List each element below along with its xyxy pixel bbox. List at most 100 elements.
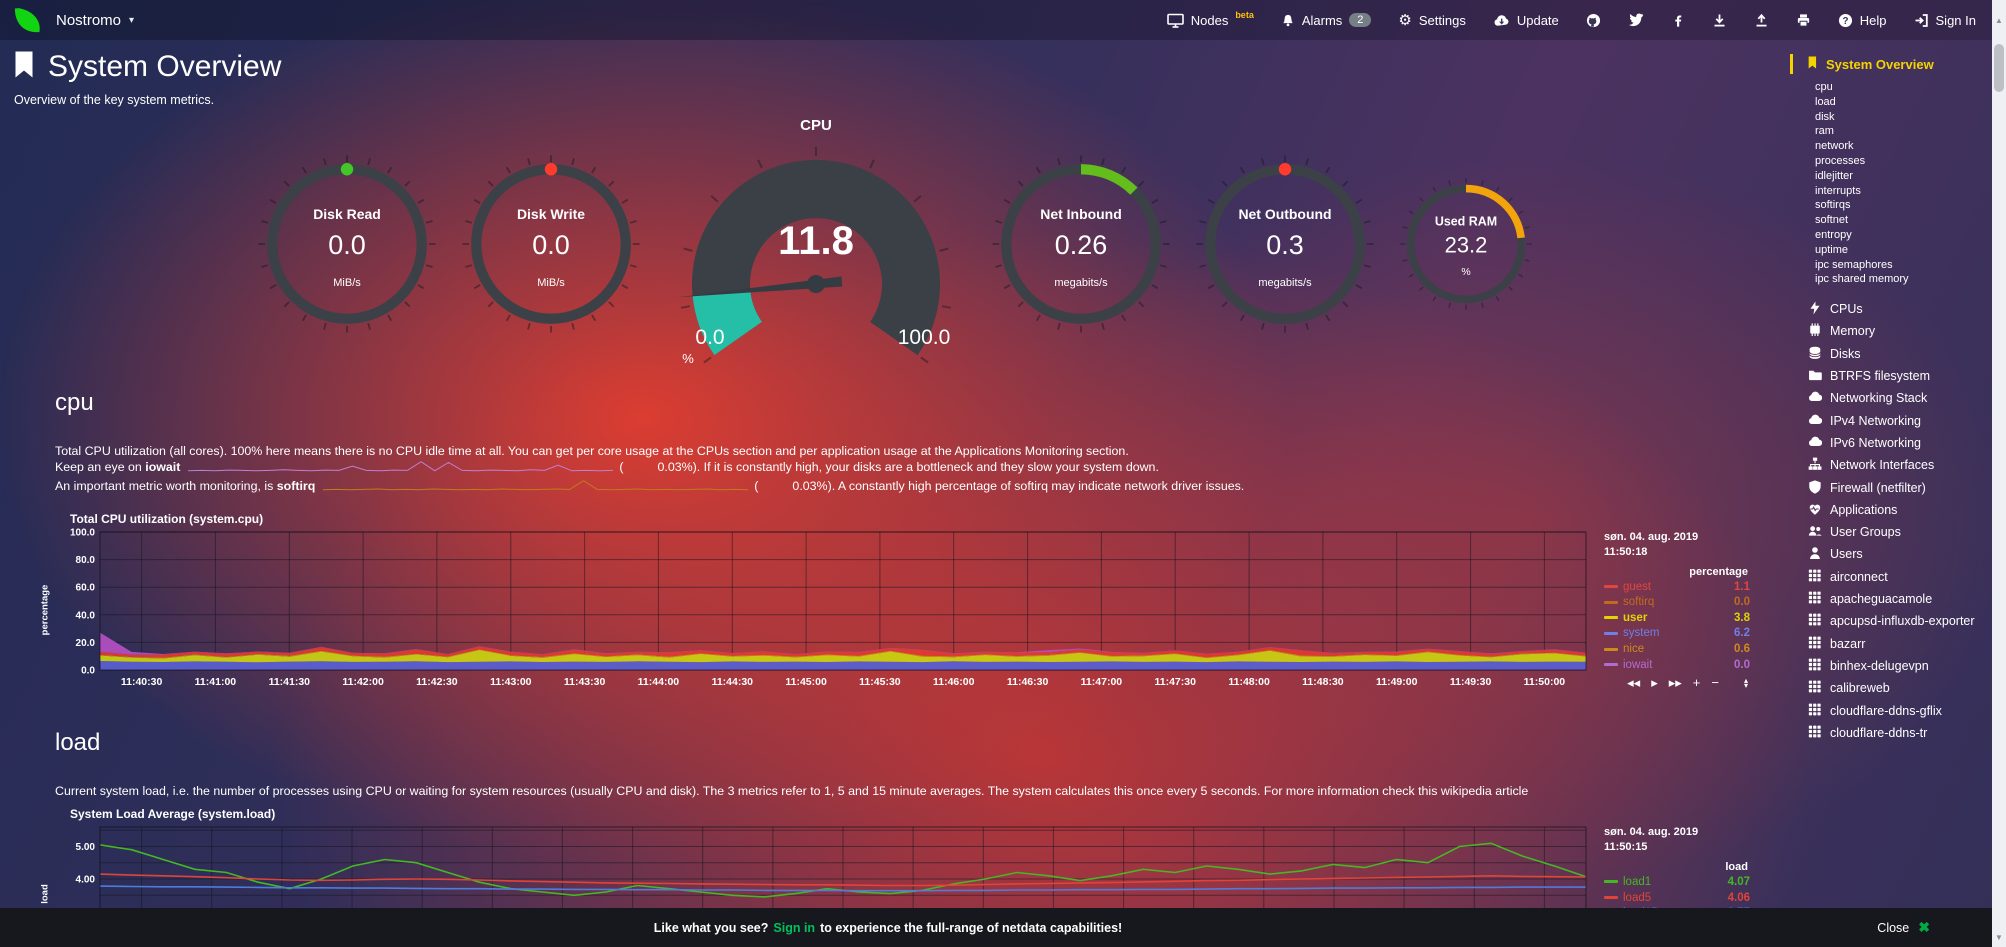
sidebar-item-cloudflare-ddns-tr[interactable]: cloudflare-ddns-tr [1790,723,1988,745]
update-button[interactable]: Update [1493,13,1559,28]
series-color-dash [1604,600,1618,604]
sidebar-subitem-disk[interactable]: disk [1815,110,1835,123]
svg-text:80.0: 80.0 [76,555,96,566]
sidebar-item-airconnect[interactable]: airconnect [1790,567,1988,589]
legend-series-user[interactable]: user 3.8 [1604,610,1750,626]
sidebar-item-apcupsd-influxdb-exporter[interactable]: apcupsd-influxdb-exporter [1790,611,1988,633]
legend-series-guest[interactable]: guest 1.1 [1604,579,1750,595]
alarms-button[interactable]: Alarms 2 [1281,13,1372,28]
twitter-button[interactable] [1628,13,1644,27]
github-icon [1586,13,1601,28]
sidebar-item-btrfs-filesystem[interactable]: BTRFS filesystem [1790,366,1988,388]
github-button[interactable] [1586,13,1601,28]
cpu-utilization-chart[interactable]: 0.0 20.0 40.0 60.0 80.0 100.0 11:40:30 11:41:00… [54,527,1594,693]
sidebar-item-applications[interactable]: Applications [1790,500,1988,522]
gauge-used-ram[interactable]: Used RAM 23.2 % [1400,178,1532,310]
sidebar-subitem-uptime[interactable]: uptime [1815,243,1849,256]
gauge-cpu[interactable]: CPU 11.8 0.0 100.0 % [666,117,966,371]
sidebar-item-binhex-delugevpn[interactable]: binhex-delugevpn [1790,656,1988,678]
sidebar-subitem-idlejitter[interactable]: idlejitter [1815,169,1853,182]
legend-series-softirq[interactable]: softirq 0.0 [1604,594,1750,610]
gauge-disk-write[interactable]: Disk Write 0.0 MiB/s [462,155,640,333]
sidebar-item-calibreweb[interactable]: calibreweb [1790,678,1988,700]
legend-series-iowait[interactable]: iowait 0.0 [1604,657,1750,673]
gauge-disk-read[interactable]: Disk Read 0.0 MiB/s [258,155,436,333]
legend-series-load5[interactable]: load5 4.06 [1604,890,1750,906]
cpu-description-line3: An important metric worth monitoring, is… [55,478,1790,496]
top-navbar: Nostromo ▾ Nodes beta Alarms 2 ⚙ Settings… [0,0,1992,40]
svg-text:11:48:00: 11:48:00 [1228,676,1270,688]
sidebar-subitem-ipc-semaphores[interactable]: ipc semaphores [1815,258,1893,271]
legend-unit: load [1725,861,1748,874]
sidebar-item-cpus[interactable]: CPUs [1790,299,1988,321]
legend-series-nice[interactable]: nice 0.6 [1604,641,1750,657]
cpu-section: cpu Total CPU utilization (all cores). 1… [0,389,1790,693]
sidebar-item-memory[interactable]: Memory [1790,321,1988,343]
banner-signin-link[interactable]: Sign in [773,920,816,935]
sidebar-subitem-ipc-shared-memory[interactable]: ipc shared memory [1815,273,1909,286]
legend-time: 11:50:15 [1604,841,1648,854]
sidebar-subitem-load[interactable]: load [1815,95,1836,108]
sidebar-subitem-softnet[interactable]: softnet [1815,214,1849,227]
upload-icon [1754,13,1769,28]
netdata-logo[interactable] [12,5,44,36]
svg-text:MiB/s: MiB/s [537,277,565,289]
sidebar-item-firewall-netfilter[interactable]: Firewall (netfilter) [1790,478,1988,500]
cloud-icon [1808,390,1823,410]
sidebar-subitem-cpu[interactable]: cpu [1815,81,1833,93]
legend-series-system[interactable]: system 6.2 [1604,626,1750,642]
scroll-up-arrow[interactable]: ▲ [1995,16,2003,25]
import-button[interactable] [1754,13,1769,28]
sidebar-item-cloudflare-ddns-gflix[interactable]: cloudflare-ddns-gflix [1790,701,1988,723]
pan-backward-button[interactable]: ◂◂ [1627,674,1641,690]
zoom-out-button[interactable]: − [1711,675,1719,691]
sidebar-item-users[interactable]: Users [1790,544,1988,566]
pan-forward-button[interactable]: ▸▸ [1668,674,1682,690]
svg-text:11:49:30: 11:49:30 [1450,676,1492,688]
scroll-down-arrow[interactable]: ▼ [1995,933,2003,942]
series-color-dash [1604,880,1618,884]
nodes-button[interactable]: Nodes beta [1166,10,1254,28]
sidebar-item-ipv4-networking[interactable]: IPv4 Networking [1790,411,1988,433]
sidebar-item-bazarr[interactable]: bazarr [1790,634,1988,656]
sidebar-item-user-groups[interactable]: User Groups [1790,522,1988,544]
svg-text:11:45:00: 11:45:00 [785,676,827,688]
gauge-net-inbound[interactable]: Net Inbound 0.26 megabits/s [992,155,1170,333]
page-subtitle: Overview of the key system metrics. [14,93,215,107]
zoom-in-button[interactable]: + [1692,675,1701,691]
svg-text:11:42:30: 11:42:30 [416,676,458,688]
sidebar-subitem-processes[interactable]: processes [1815,154,1866,167]
help-button[interactable]: ? Help [1838,13,1887,28]
sidebar-item-system-overview[interactable]: System Overview [1790,54,1988,74]
gauge-net-outbound[interactable]: Net Outbound 0.3 megabits/s [1196,155,1374,333]
settings-button[interactable]: ⚙ Settings [1398,11,1466,29]
sidebar-subitem-entropy[interactable]: entropy [1815,228,1852,241]
print-button[interactable] [1796,13,1811,28]
memory-icon [1808,323,1823,343]
sitemap-icon [1808,457,1823,477]
sidebar-subitem-ram[interactable]: ram [1815,125,1834,138]
sidebar-item-disks[interactable]: Disks [1790,344,1988,366]
cpu-chart-title: Total CPU utilization (system.cpu) [70,511,264,526]
facebook-button[interactable] [1671,13,1685,28]
legend-series-load1[interactable]: load1 4.07 [1604,874,1750,890]
signin-banner-message: Like what you see? Sign in to experience… [653,920,1123,935]
export-button[interactable] [1712,13,1727,28]
vertical-scrollbar[interactable]: ▲ ▼ [1992,0,2006,947]
chart-resize-icon[interactable]: ▴ ▾ [1743,675,1748,690]
sidebar-item-ipv6-networking[interactable]: IPv6 Networking [1790,433,1988,455]
sidebar-subitem-interrupts[interactable]: interrupts [1815,184,1861,197]
grid-icon [1808,703,1823,723]
close-button[interactable]: Close ✖ [1877,919,1930,935]
sidebar-subitem-network[interactable]: network [1815,140,1854,153]
signin-button[interactable]: Sign In [1914,13,1976,28]
sidebar-item-network-interfaces[interactable]: Network Interfaces [1790,455,1988,477]
scrollbar-thumb[interactable] [1994,44,2004,92]
sidebar-item-apacheguacamole[interactable]: apacheguacamole [1790,589,1988,611]
play-button[interactable]: ▸ [1651,674,1658,690]
grid-icon [1808,725,1823,745]
softirq-sparkline [323,478,749,496]
sidebar-subitem-softirqs[interactable]: softirqs [1815,199,1851,212]
hostname-menu[interactable]: Nostromo ▾ [56,11,135,29]
sidebar-item-networking-stack[interactable]: Networking Stack [1790,388,1988,410]
